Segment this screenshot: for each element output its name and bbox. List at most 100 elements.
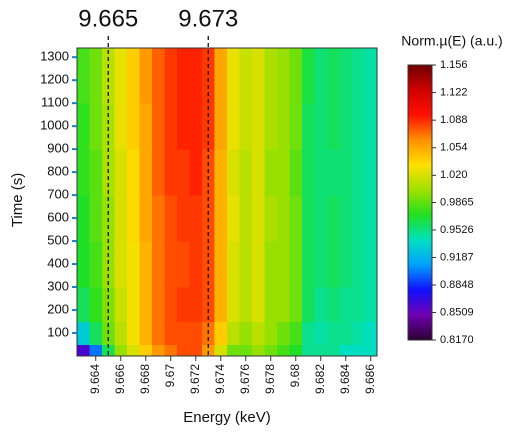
y-tick-label: 200: [47, 301, 69, 316]
heatmap-cell: [252, 287, 265, 323]
heatmap-cell: [114, 195, 128, 242]
heatmap-cell: [102, 344, 115, 357]
heatmap-cell: [289, 195, 303, 242]
heatmap-cell: [89, 195, 103, 242]
y-tick-label: 900: [47, 141, 69, 156]
heatmap-cell: [302, 195, 315, 242]
heatmap-cell: [239, 103, 253, 150]
heatmap-cell: [227, 321, 240, 346]
x-tick-label: 9.668: [138, 364, 152, 394]
heatmap-cell: [177, 321, 190, 346]
heatmap-cell: [264, 241, 278, 288]
heatmap-cell: [127, 195, 140, 242]
x-tick-label: 9.686: [363, 364, 377, 394]
heatmap-cell: [139, 344, 153, 357]
heatmap-cell: [152, 48, 165, 104]
heatmap-cell: [289, 344, 303, 357]
heatmap-cell: [239, 287, 253, 323]
heatmap-cell: [89, 321, 103, 346]
heatmap-cell: [114, 241, 128, 288]
colorbar-tick-label: 0.8170: [440, 334, 474, 346]
heatmap-cell: [277, 48, 290, 104]
heatmap-cell: [202, 241, 215, 288]
heatmap-cell: [352, 287, 365, 323]
heatmap-cell: [302, 241, 315, 288]
heatmap-cell: [77, 103, 90, 150]
heatmap-cell: [102, 103, 115, 150]
heatmap-cell: [264, 48, 278, 104]
heatmap-cell: [164, 103, 178, 150]
y-tick-label: 1300: [40, 49, 69, 64]
heatmap-cell: [352, 344, 365, 357]
y-tick-label: 500: [47, 233, 69, 248]
heatmap-cell: [302, 103, 315, 150]
heatmap-cell: [164, 241, 178, 288]
heatmap-cell: [264, 103, 278, 150]
heatmap-cell: [114, 344, 128, 357]
heatmap-cell: [77, 344, 90, 357]
x-tick-label: 9.67: [163, 364, 177, 388]
colorbar-tick-label: 0.8509: [440, 306, 474, 318]
heatmap-cell: [289, 287, 303, 323]
heatmap-cell: [114, 287, 128, 323]
heatmap-cell: [139, 48, 153, 104]
plot-frame: [76, 47, 378, 357]
heatmap-cell: [127, 241, 140, 288]
y-tick-label: 300: [47, 278, 69, 293]
heatmap-cell: [189, 344, 203, 357]
heatmap-cell: [177, 241, 190, 288]
heatmap-cell: [364, 241, 378, 288]
heatmap-cell: [339, 103, 353, 150]
heatmap-cell: [289, 149, 303, 196]
heatmap-cell: [214, 287, 228, 323]
y-tick-label: 100: [47, 324, 69, 339]
heatmap-cell: [177, 287, 190, 323]
y-tick-label: 700: [47, 187, 69, 202]
heatmap-cell: [152, 103, 165, 150]
heatmap-cell: [227, 195, 240, 242]
heatmap-cell: [252, 241, 265, 288]
heatmap-cell: [352, 103, 365, 150]
x-tick-label: 9.678: [263, 364, 277, 394]
heatmap-cell: [202, 344, 215, 357]
heatmap-cell: [177, 149, 190, 196]
heatmap-cell: [177, 48, 190, 104]
heatmap-cell: [227, 103, 240, 150]
heatmap-cell: [89, 287, 103, 323]
heatmap-cell: [327, 287, 340, 323]
heatmap-cell: [152, 344, 165, 357]
x-axis-label: Energy (keV): [183, 409, 271, 426]
y-tick-label: 1100: [41, 95, 69, 110]
heatmap-cell: [327, 48, 340, 104]
heatmap-cell: [89, 241, 103, 288]
heatmap-cell: [227, 48, 240, 104]
heatmap-cell: [139, 103, 153, 150]
colorbar-tick-label: 0.9187: [440, 251, 474, 263]
heatmap-cell: [164, 149, 178, 196]
heatmap-cell: [139, 287, 153, 323]
heatmap-cell: [339, 321, 353, 346]
x-tick-label: 9.676: [238, 364, 252, 394]
heatmap-cell: [277, 195, 290, 242]
colorbar-tick-label: 1.020: [440, 169, 468, 181]
heatmap-cell: [314, 321, 328, 346]
heatmap-cell: [214, 321, 228, 346]
heatmap-cell: [239, 241, 253, 288]
heatmap-cell: [102, 241, 115, 288]
heatmap-cell: [327, 321, 340, 346]
x-tick-label: 9.674: [213, 364, 227, 394]
colorbar-tick-label: 1.122: [440, 86, 468, 98]
heatmap-cell: [89, 48, 103, 104]
heatmap-cell: [364, 287, 378, 323]
heatmap-cell: [152, 321, 165, 346]
x-tick-label: 9.684: [338, 364, 352, 394]
heatmap-cell: [327, 241, 340, 288]
heatmap-cell: [364, 149, 378, 196]
heatmap-cell: [164, 321, 178, 346]
heatmap-cell: [327, 149, 340, 196]
heatmap-cell: [214, 195, 228, 242]
y-tick-label: 1200: [40, 72, 69, 87]
heatmap-cell: [264, 344, 278, 357]
y-axis-label: Time (s): [9, 173, 26, 227]
